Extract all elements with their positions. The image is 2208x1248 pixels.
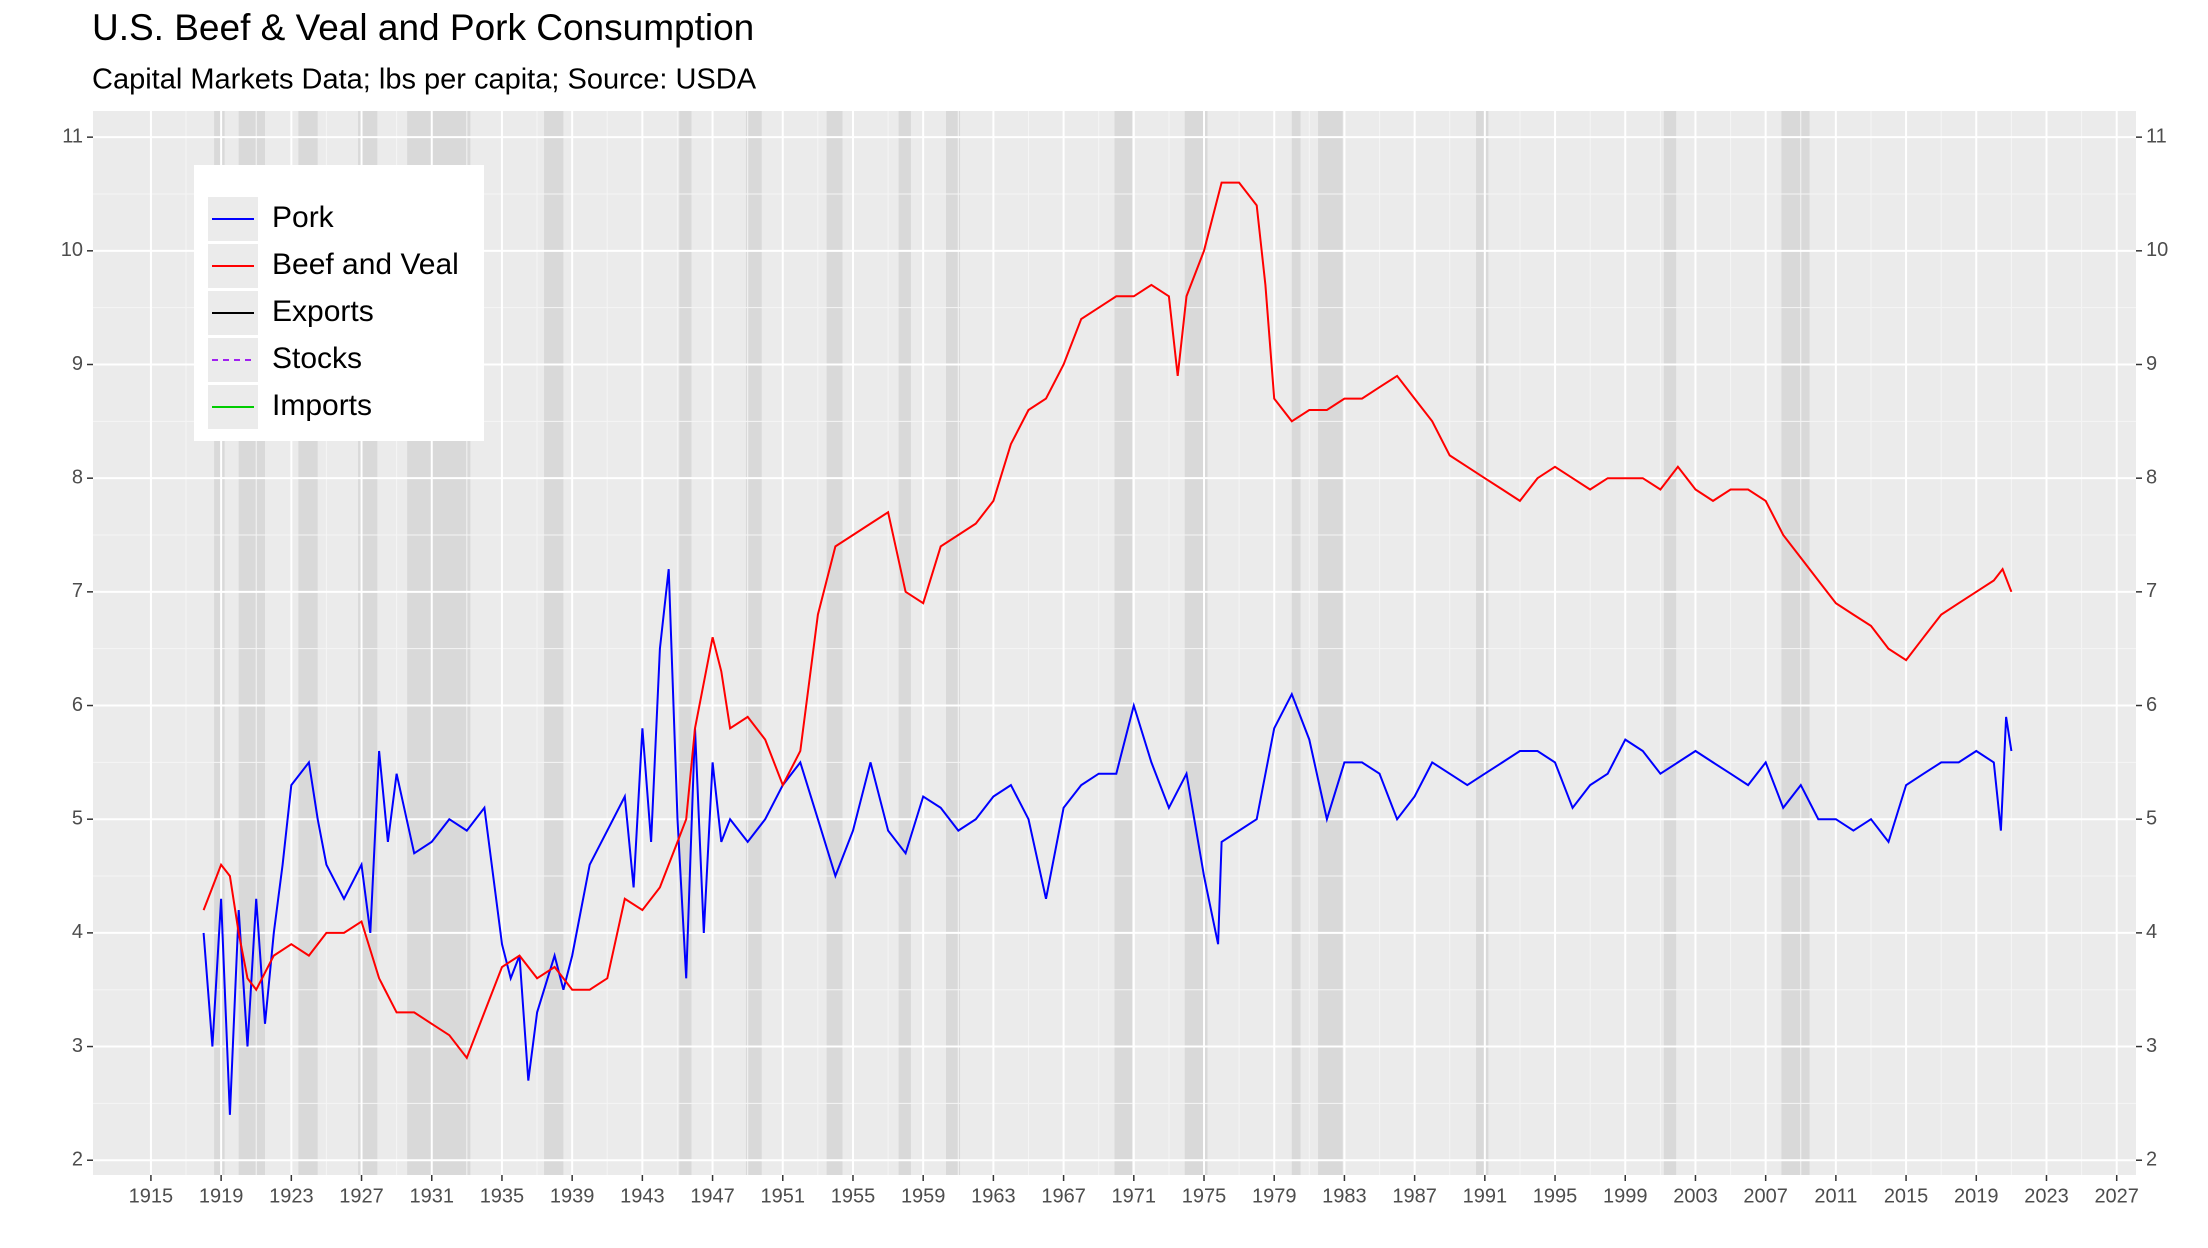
x-tick-label: 2003	[1673, 1185, 1718, 1207]
y-tick-label: 2	[72, 1149, 83, 1171]
x-tick-label: 1963	[971, 1185, 1016, 1207]
recession-band	[1318, 111, 1343, 1175]
legend-label: Stocks	[272, 342, 362, 375]
x-tick-label: 1987	[1392, 1185, 1437, 1207]
y2-tick-label: 3	[2146, 1035, 2157, 1057]
legend-label: Imports	[272, 389, 372, 422]
x-tick-label: 1943	[620, 1185, 665, 1207]
x-tick-label: 1971	[1112, 1185, 1157, 1207]
y-tick-label: 10	[61, 239, 83, 261]
y-tick-label: 8	[72, 466, 83, 488]
y2-tick-label: 11	[2146, 125, 2167, 147]
recession-band	[745, 111, 762, 1175]
x-tick-label: 2015	[1884, 1185, 1929, 1207]
y-tick-label: 6	[72, 694, 83, 716]
recession-band	[1291, 111, 1301, 1175]
x-tick-label: 1931	[409, 1185, 454, 1207]
recession-band	[898, 111, 911, 1175]
x-tick-label: 1991	[1463, 1185, 1508, 1207]
x-tick-label: 1915	[129, 1185, 174, 1207]
recession-band	[679, 111, 692, 1175]
x-tick-label: 2023	[2024, 1185, 2069, 1207]
x-tick-label: 1983	[1322, 1185, 1367, 1207]
x-tick-label: 1947	[690, 1185, 735, 1207]
recession-band	[1476, 111, 1489, 1175]
x-tick-label: 2011	[1814, 1185, 1857, 1207]
legend-label: Pork	[272, 201, 335, 234]
x-tick-label: 1939	[550, 1185, 595, 1207]
chart-title: U.S. Beef & Veal and Pork Consumption	[92, 7, 754, 48]
x-tick-label: 1923	[269, 1185, 314, 1207]
recession-band	[826, 111, 843, 1175]
legend: Pork Beef and Veal Exports Stocks Imports	[194, 165, 484, 441]
x-tick-label: 1919	[199, 1185, 244, 1207]
legend-label: Exports	[272, 295, 374, 328]
y2-tick-label: 6	[2146, 694, 2157, 716]
x-tick-label: 2007	[1743, 1185, 1788, 1207]
x-tick-label: 1959	[901, 1185, 946, 1207]
series-line	[202, 568, 2013, 1115]
x-tick-label: 1935	[480, 1185, 525, 1207]
x-tick-label: 1999	[1603, 1185, 1648, 1207]
recession-band	[946, 111, 961, 1175]
recession-band	[214, 111, 225, 1175]
x-tick-label: 1975	[1182, 1185, 1227, 1207]
x-tick-label: 1979	[1252, 1185, 1297, 1207]
series-line	[202, 181, 2013, 1060]
recession-band	[1114, 111, 1133, 1175]
y-tick-label: 5	[72, 807, 83, 829]
recession-band	[1184, 111, 1208, 1175]
y2-tick-label: 5	[2146, 807, 2157, 829]
y-tick-label: 11	[62, 125, 83, 147]
recession-band	[544, 111, 564, 1175]
y2-tick-label: 9	[2146, 353, 2157, 375]
y-tick-label: 9	[72, 353, 83, 375]
x-tick-label: 1927	[339, 1185, 384, 1207]
y2-tick-label: 7	[2146, 580, 2157, 602]
x-tick-label: 1951	[761, 1185, 806, 1207]
legend-label: Beef and Veal	[272, 248, 459, 281]
y2-tick-label: 2	[2146, 1149, 2157, 1171]
y2-tick-label: 10	[2146, 239, 2168, 261]
y-tick-label: 3	[72, 1035, 83, 1057]
x-tick-label: 1995	[1533, 1185, 1578, 1207]
x-tick-label: 2027	[2094, 1185, 2139, 1207]
x-tick-label: 2019	[1954, 1185, 1999, 1207]
recession-band	[1781, 111, 1810, 1175]
x-tick-label: 1967	[1041, 1185, 1086, 1207]
y2-tick-label: 4	[2146, 921, 2157, 943]
x-tick-label: 1955	[831, 1185, 876, 1207]
y-tick-label: 4	[72, 921, 83, 943]
y2-tick-label: 8	[2146, 466, 2157, 488]
recession-band	[1663, 111, 1677, 1175]
chart-subtitle: Capital Markets Data; lbs per capita; So…	[92, 64, 757, 96]
y-tick-label: 7	[72, 580, 83, 602]
